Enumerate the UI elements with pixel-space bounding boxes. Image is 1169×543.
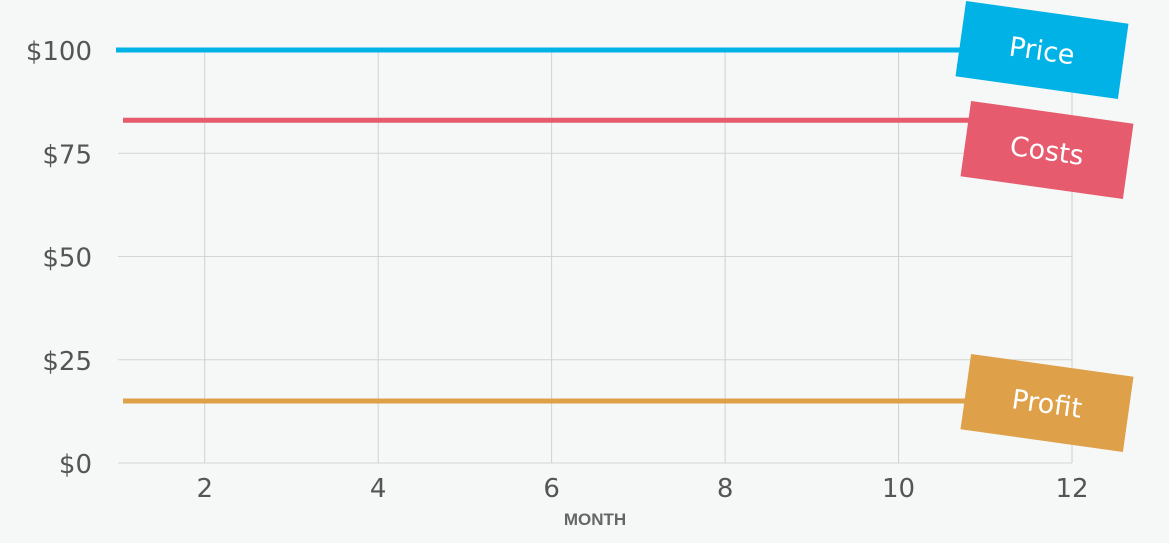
y-axis: $0 $25 $50 $75 $100	[26, 37, 92, 480]
x-tick-label: 8	[717, 474, 734, 504]
x-tick-label: 10	[882, 474, 915, 504]
series-lines	[116, 47, 1072, 404]
series-tag-box	[960, 353, 1134, 453]
series-tag-box	[955, 0, 1129, 100]
x-tick-label: 12	[1055, 474, 1088, 504]
y-tick-label: $25	[42, 347, 92, 377]
y-tick-label: $75	[42, 140, 92, 170]
y-tick-label: $50	[42, 244, 92, 274]
x-tick-label: 2	[196, 474, 213, 504]
series-tag-box	[960, 100, 1134, 200]
y-tick-label: $100	[26, 37, 92, 67]
x-tick-label: 4	[370, 474, 387, 504]
series-tag-price: Price	[955, 0, 1129, 100]
series-tag-costs: Costs	[960, 100, 1134, 200]
series-tag-profit: Profit	[960, 353, 1134, 453]
x-axis-label: MONTH	[564, 510, 626, 529]
x-tick-label: 6	[543, 474, 560, 504]
x-axis: 2 4 6 8 10 12	[196, 474, 1088, 504]
y-tick-label: $0	[59, 450, 92, 480]
